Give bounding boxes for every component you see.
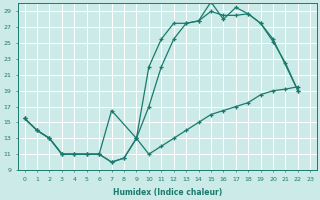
X-axis label: Humidex (Indice chaleur): Humidex (Indice chaleur) [113, 188, 222, 197]
